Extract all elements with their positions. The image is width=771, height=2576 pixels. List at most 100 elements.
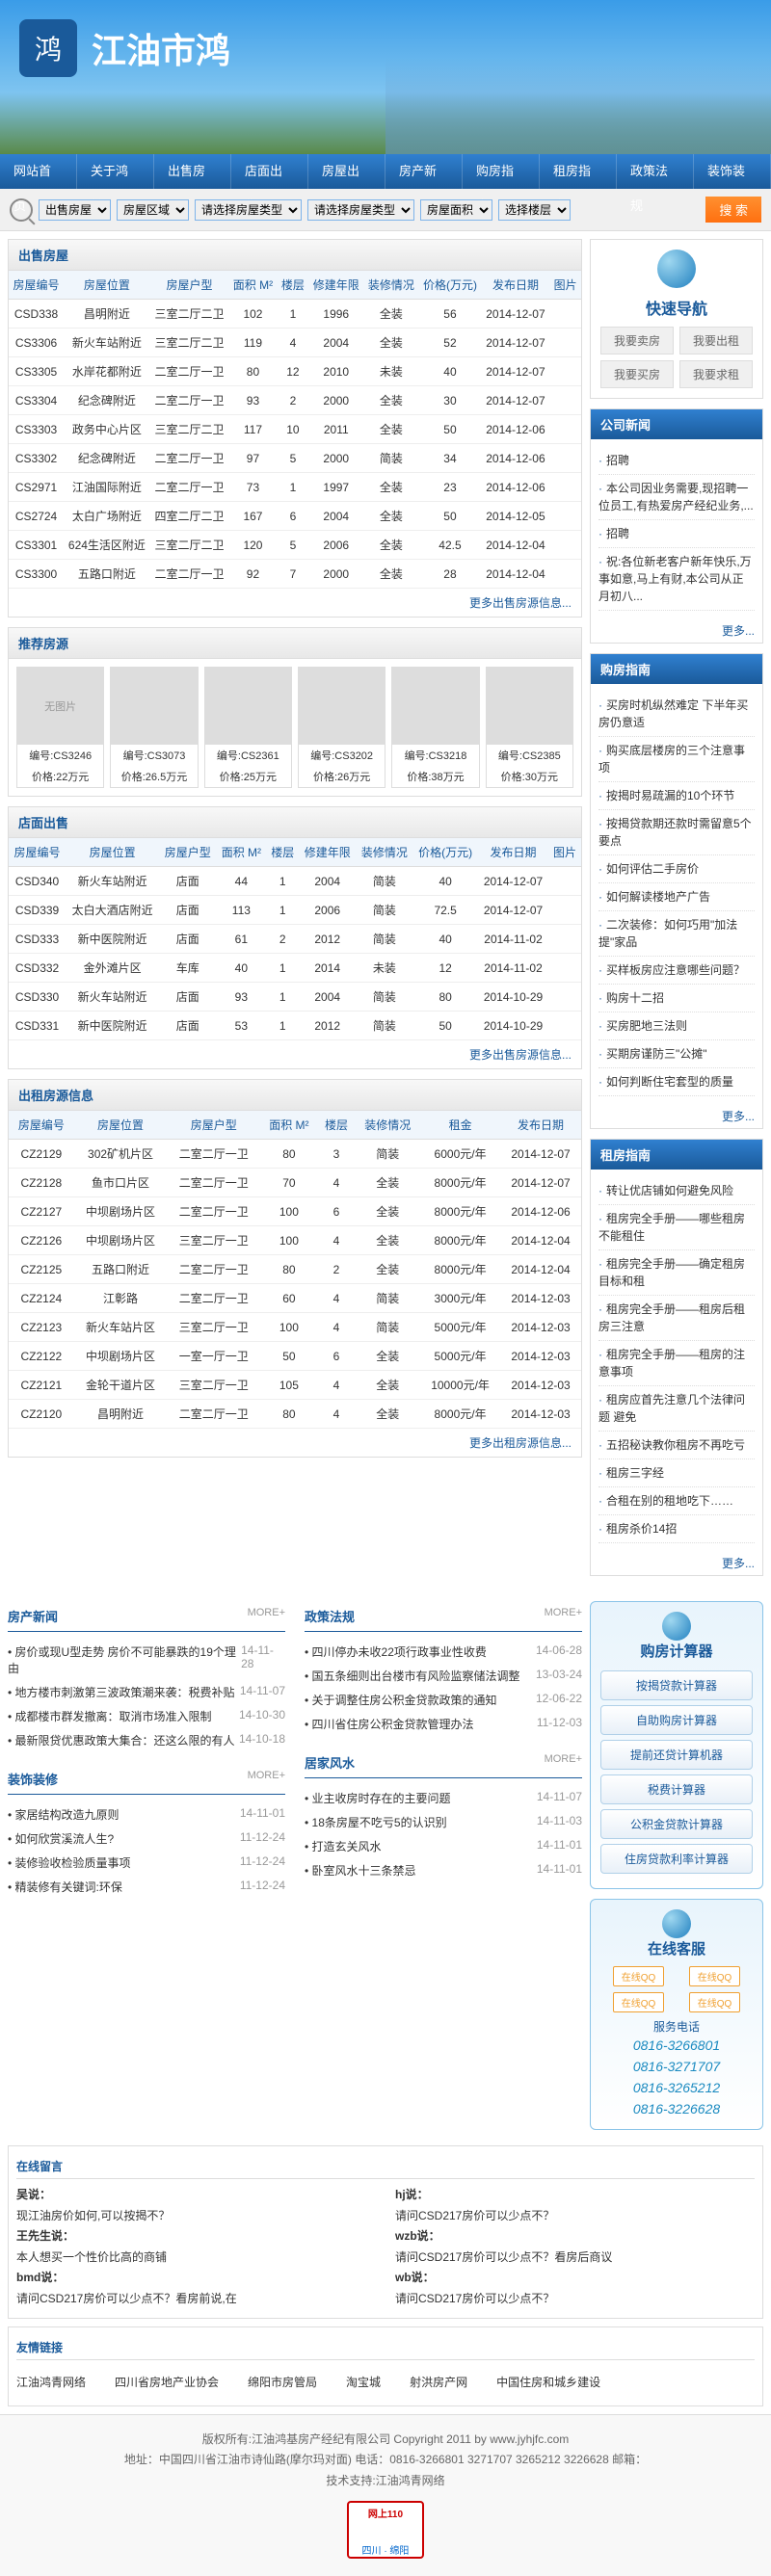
nav-item[interactable]: 政策法规 xyxy=(617,154,694,189)
news-item[interactable]: 祝:各位新老客户新年快乐,万事如意,马上有财,本公司从正月初八... xyxy=(598,548,755,611)
news-item[interactable]: 国五条细则出台楼市有风险监察储法调整13-03-24 xyxy=(305,1664,582,1688)
nav-item[interactable]: 购房指南 xyxy=(463,154,540,189)
search-select[interactable]: 房屋面积 xyxy=(420,199,492,221)
news-item[interactable]: 房价或现U型走势 房价不可能暴跌的19个理由14-11-28 xyxy=(8,1640,285,1680)
news-item[interactable]: 如何解读楼地产广告 xyxy=(598,883,755,911)
news-item[interactable]: 如何评估二手房价 xyxy=(598,855,755,883)
table-row[interactable]: CS2724太白广场附近四室二厅二卫16762004全装502014-12-05 xyxy=(9,502,581,531)
rent-more-link[interactable]: 更多出租房源信息... xyxy=(469,1436,572,1450)
quicknav-button[interactable]: 我要求租 xyxy=(679,360,753,388)
recommend-item[interactable]: 编号:CS3073价格:26.5万元 xyxy=(110,667,198,788)
nav-item[interactable]: 租房指南 xyxy=(540,154,617,189)
nav-item[interactable]: 网站首页 xyxy=(0,154,77,189)
company-news-more[interactable]: 更多... xyxy=(722,624,755,638)
table-row[interactable]: CS3304纪念碑附近二室二厅一卫9322000全装302014-12-07 xyxy=(9,386,581,415)
news-item[interactable]: 四川省住房公积金贷款管理办法11-12-03 xyxy=(305,1712,582,1736)
calc-button[interactable]: 自助购房计算器 xyxy=(600,1705,753,1735)
buy-guide-more[interactable]: 更多... xyxy=(722,1110,755,1123)
news-item[interactable]: 租房完全手册——确定租房目标和租 xyxy=(598,1250,755,1296)
table-row[interactable]: CS3300五路口附近二室二厅一卫9272000全装282014-12-04 xyxy=(9,560,581,589)
search-select[interactable]: 选择楼层 xyxy=(498,199,571,221)
qq-button[interactable]: 在线QQ xyxy=(689,1992,741,2012)
search-select[interactable]: 请选择房屋类型 xyxy=(195,199,302,221)
news-item[interactable]: 成都楼市群发撤离：取消市场准入限制14-10-30 xyxy=(8,1704,285,1728)
news-item[interactable]: 装修验收检验质量事项11-12-24 xyxy=(8,1851,285,1875)
nav-item[interactable]: 装饰装修 xyxy=(694,154,771,189)
quicknav-button[interactable]: 我要卖房 xyxy=(600,327,674,355)
news-item[interactable]: 二次装修：如何巧用"加法提"家品 xyxy=(598,911,755,957)
recommend-item[interactable]: 无图片编号:CS3246价格:22万元 xyxy=(16,667,104,788)
news-item[interactable]: 招聘 xyxy=(598,447,755,475)
news-item[interactable]: 18条房屋不吃亏5的认识别14-11-03 xyxy=(305,1810,582,1834)
nav-item[interactable]: 出售房屋 xyxy=(154,154,231,189)
news-item[interactable]: 买房时机纵然难定 下半年买房仍意适 xyxy=(598,692,755,737)
calc-button[interactable]: 提前还贷计算机器 xyxy=(600,1740,753,1770)
news-item[interactable]: 招聘 xyxy=(598,520,755,548)
table-row[interactable]: CSD338昌明附近三室二厅二卫10211996全装562014-12-07 xyxy=(9,300,581,329)
recommend-item[interactable]: 编号:CS3202价格:26万元 xyxy=(298,667,386,788)
table-row[interactable]: CZ2128鱼市口片区二室二厅一卫704全装8000元/年2014-12-07 xyxy=(9,1169,581,1197)
news-item[interactable]: 打造玄关风水14-11-01 xyxy=(305,1834,582,1858)
fengshui-more[interactable]: MORE+ xyxy=(545,1753,582,1772)
search-select[interactable]: 房屋区域 xyxy=(117,199,189,221)
table-row[interactable]: CZ2126中坝剧场片区三室二厅一卫1004全装8000元/年2014-12-0… xyxy=(9,1226,581,1255)
news-item[interactable]: 按揭贷款期还款时需留意5个要点 xyxy=(598,810,755,855)
quicknav-button[interactable]: 我要出租 xyxy=(679,327,753,355)
news-item[interactable]: 租房应首先注意几个法律问题 避免 xyxy=(598,1386,755,1432)
table-row[interactable]: CZ2123新火车站片区三室二厅一卫1004简装5000元/年2014-12-0… xyxy=(9,1313,581,1342)
news-item[interactable]: 合租在别的租地吃下…… xyxy=(598,1487,755,1515)
search-button[interactable]: 搜 索 xyxy=(705,197,761,223)
friend-link[interactable]: 中国住房和城乡建设 xyxy=(496,2374,600,2390)
table-row[interactable]: CZ2124江彰路二室二厅一卫604简装3000元/年2014-12-03 xyxy=(9,1284,581,1313)
table-row[interactable]: CZ2129302矿机片区二室二厅一卫803简装6000元/年2014-12-0… xyxy=(9,1140,581,1169)
recommend-item[interactable]: 编号:CS2385价格:30万元 xyxy=(486,667,573,788)
shop-more-link[interactable]: 更多出售房源信息... xyxy=(469,1048,572,1062)
news-item[interactable]: 如何欣赏溪流人生?11-12-24 xyxy=(8,1827,285,1851)
friend-link[interactable]: 射洪房产网 xyxy=(410,2374,467,2390)
decor-more[interactable]: MORE+ xyxy=(248,1770,285,1788)
table-row[interactable]: CSD330新火车站附近店面9312004简装802014-10-29 xyxy=(9,983,581,1012)
news-item[interactable]: 租房三字经 xyxy=(598,1459,755,1487)
nav-item[interactable]: 店面出售 xyxy=(231,154,308,189)
news-item[interactable]: 四川停办未收22项行政事业性收费14-06-28 xyxy=(305,1640,582,1664)
calc-button[interactable]: 税费计算器 xyxy=(600,1774,753,1804)
qq-button[interactable]: 在线QQ xyxy=(689,1966,741,1986)
news-item[interactable]: 业主收房时存在的主要问题14-11-07 xyxy=(305,1786,582,1810)
recommend-item[interactable]: 编号:CS3218价格:38万元 xyxy=(391,667,479,788)
news-item[interactable]: 买房肥地三法则 xyxy=(598,1012,755,1040)
sale-more-link[interactable]: 更多出售房源信息... xyxy=(469,596,572,610)
news-item[interactable]: 如何判断住宅套型的质量 xyxy=(598,1068,755,1096)
news-item[interactable]: 转让优店铺如何避免风险 xyxy=(598,1177,755,1205)
friend-link[interactable]: 绵阳市房管局 xyxy=(248,2374,317,2390)
news-item[interactable]: 租房完全手册——租房的注意事项 xyxy=(598,1341,755,1386)
table-row[interactable]: CSD340新火车站附近店面4412004简装402014-12-07 xyxy=(9,867,581,896)
news-item[interactable]: 精装修有关键词:环保11-12-24 xyxy=(8,1875,285,1899)
calc-button[interactable]: 公积金贷款计算器 xyxy=(600,1809,753,1839)
rent-guide-more[interactable]: 更多... xyxy=(722,1557,755,1570)
news-item[interactable]: 租房杀价14招 xyxy=(598,1515,755,1543)
qq-button[interactable]: 在线QQ xyxy=(613,1992,665,2012)
table-row[interactable]: CS3301624生活区附近三室二厅二卫12052006全装42.52014-1… xyxy=(9,531,581,560)
nav-item[interactable]: 房产新闻 xyxy=(386,154,463,189)
news-item[interactable]: 本公司因业务需要,现招聘一位员工,有热爱房产经纪业务,... xyxy=(598,475,755,520)
news-item[interactable]: 购买底层楼房的三个注意事项 xyxy=(598,737,755,782)
table-row[interactable]: CZ2125五路口附近二室二厅一卫802全装8000元/年2014-12-04 xyxy=(9,1255,581,1284)
search-select[interactable]: 出售房屋 xyxy=(39,199,111,221)
table-row[interactable]: CZ2120昌明附近二室二厅一卫804全装8000元/年2014-12-03 xyxy=(9,1400,581,1429)
news-item[interactable]: 五招秘诀教你租房不再吃亏 xyxy=(598,1432,755,1459)
table-row[interactable]: CS3305水岸花都附近二室二厅一卫80122010未装402014-12-07 xyxy=(9,357,581,386)
news-item[interactable]: 最新限贷优惠政策大集合：还这么限的有人14-10-18 xyxy=(8,1728,285,1752)
news-item[interactable]: 家居结构改造九原则14-11-01 xyxy=(8,1802,285,1827)
recommend-item[interactable]: 编号:CS2361价格:25万元 xyxy=(204,667,292,788)
friend-link[interactable]: 四川省房地产业协会 xyxy=(115,2374,219,2390)
news-item[interactable]: 购房十二招 xyxy=(598,985,755,1012)
news-item[interactable]: 租房完全手册——哪些租房不能租住 xyxy=(598,1205,755,1250)
news-item[interactable]: 买期房谨防三"公摊" xyxy=(598,1040,755,1068)
table-row[interactable]: CS3303政务中心片区三室二厅二卫117102011全装502014-12-0… xyxy=(9,415,581,444)
table-row[interactable]: CZ2127中坝剧场片区二室二厅一卫1006全装8000元/年2014-12-0… xyxy=(9,1197,581,1226)
quicknav-button[interactable]: 我要买房 xyxy=(600,360,674,388)
search-select[interactable]: 请选择房屋类型 xyxy=(307,199,414,221)
news-item[interactable]: 租房完全手册——租房后租房三注意 xyxy=(598,1296,755,1341)
news-item[interactable]: 按揭时易疏漏的10个环节 xyxy=(598,782,755,810)
property-news-more[interactable]: MORE+ xyxy=(248,1607,285,1625)
